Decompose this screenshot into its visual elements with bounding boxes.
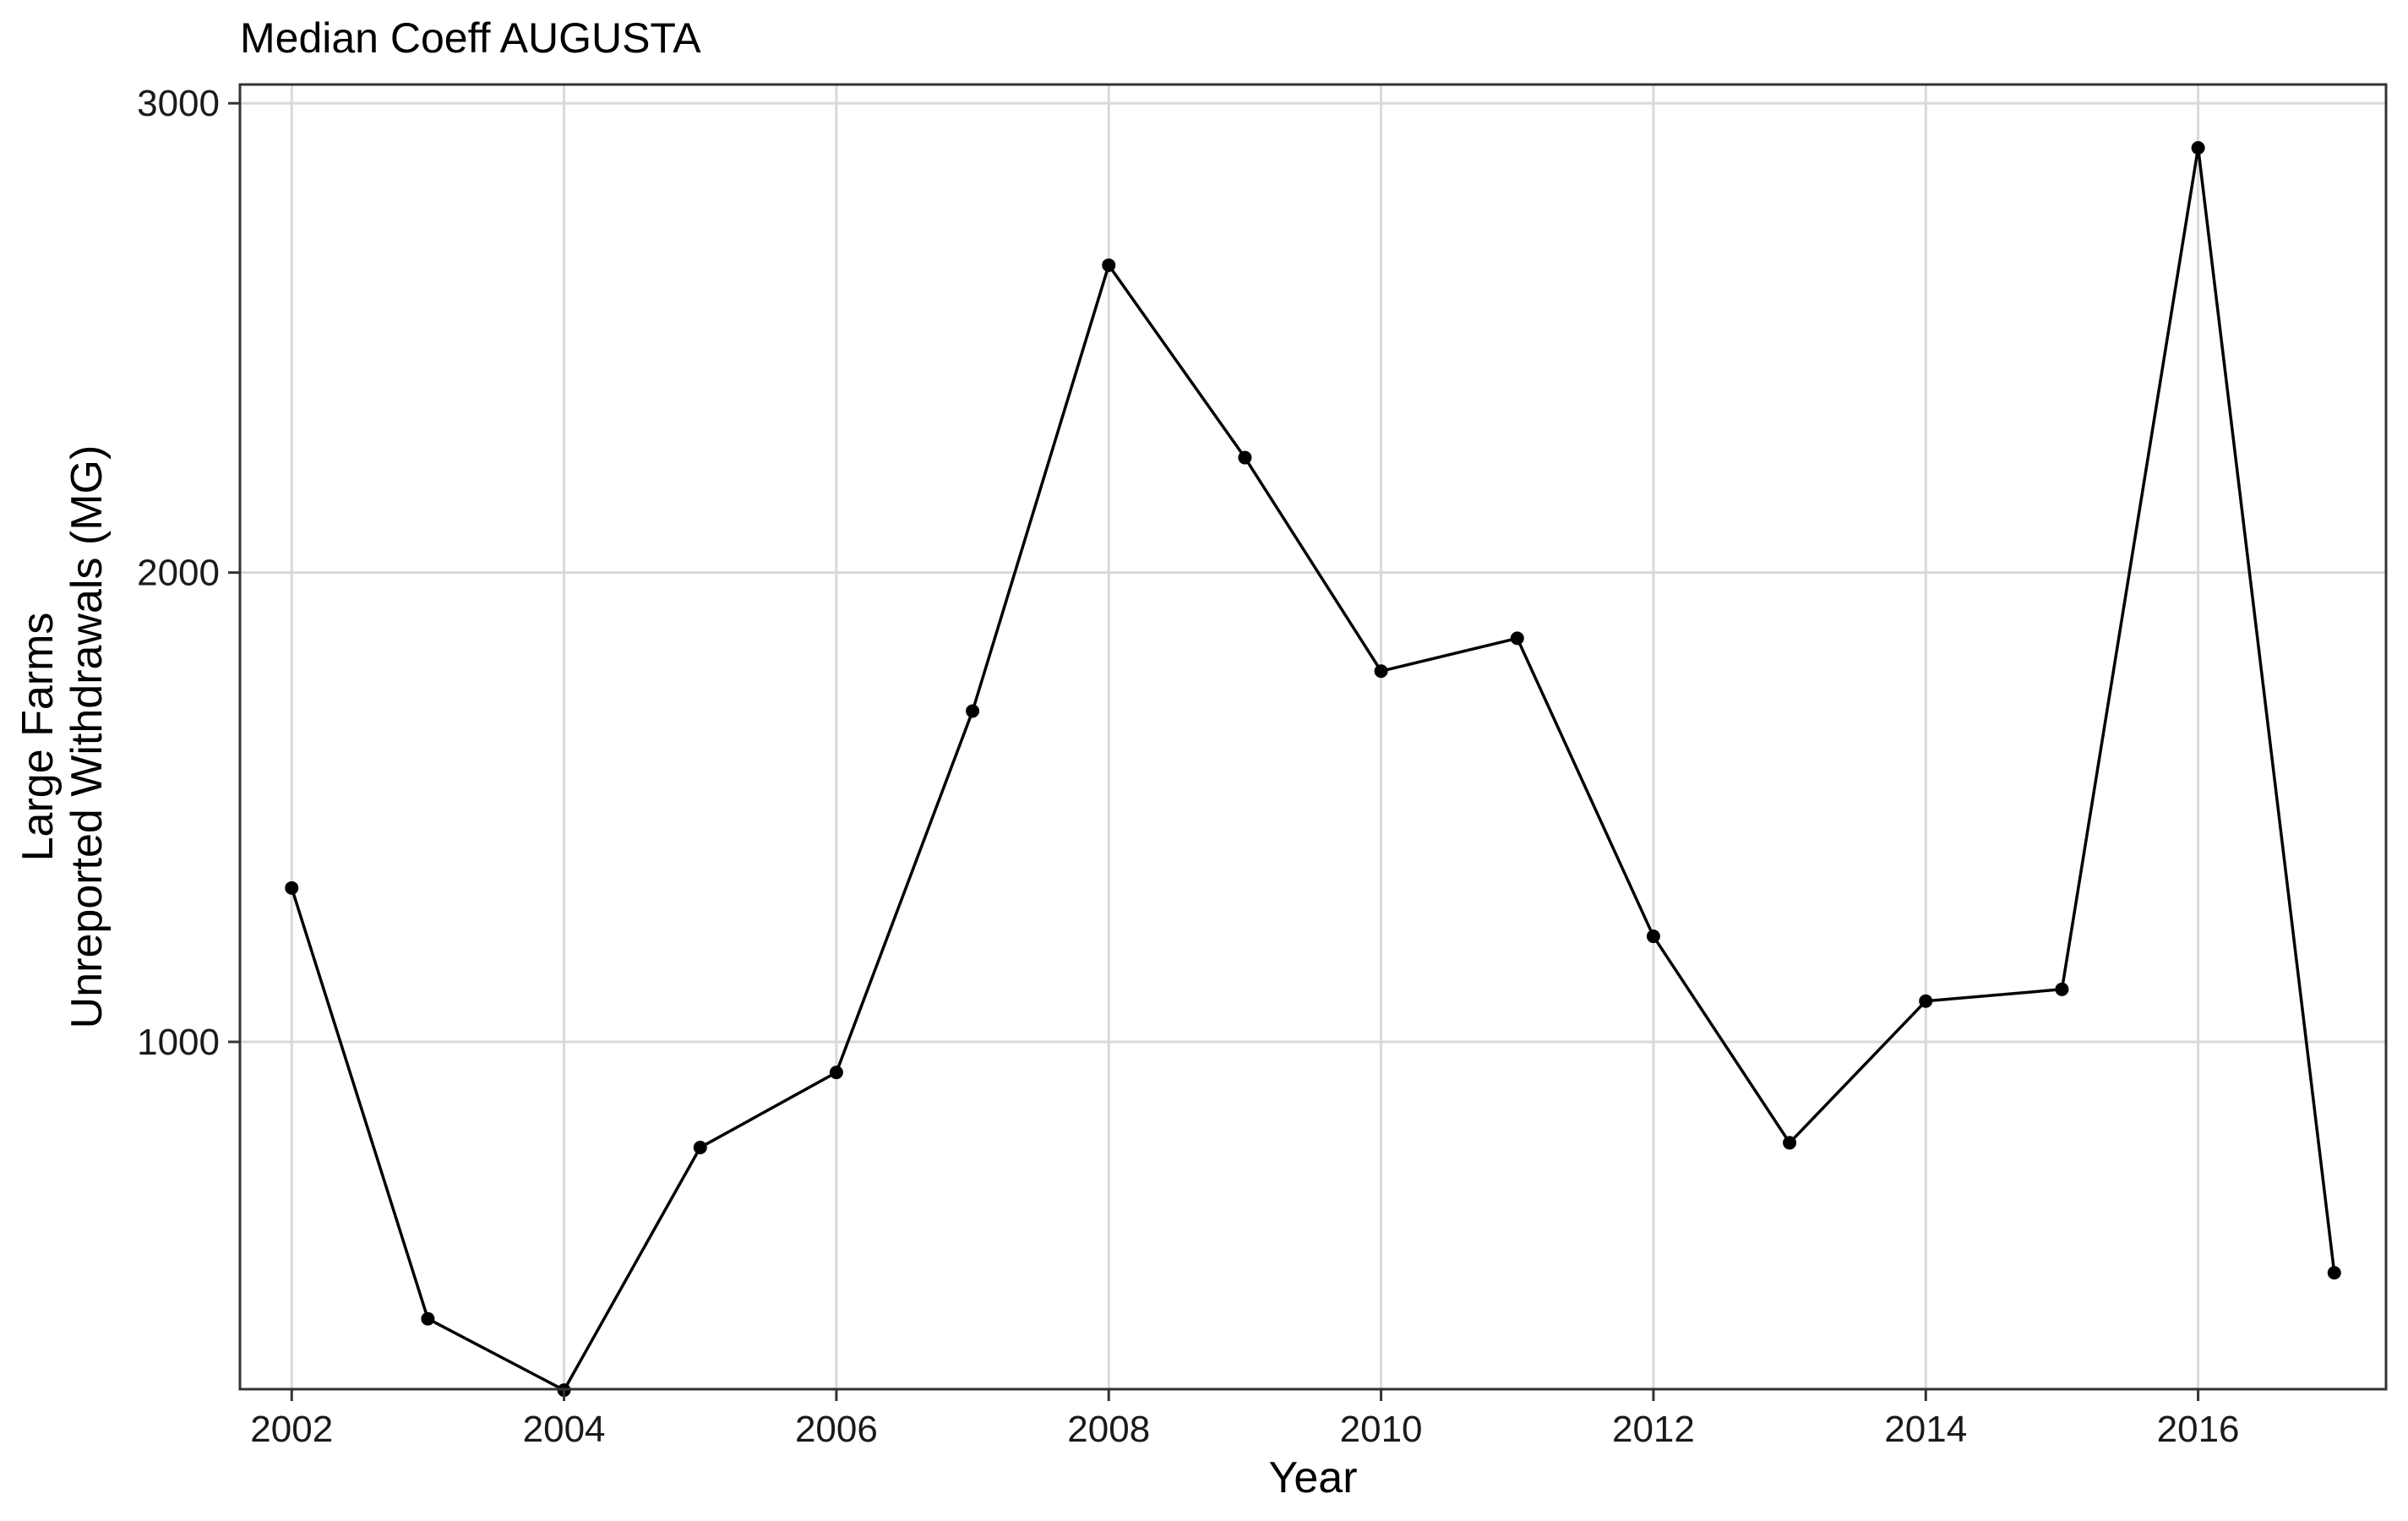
data-point xyxy=(1783,1136,1797,1150)
data-point xyxy=(2191,140,2205,155)
x-tick-label: 2014 xyxy=(1884,1409,1967,1450)
y-axis-title: Large Farms xyxy=(14,613,63,862)
data-point xyxy=(693,1140,707,1154)
data-point xyxy=(2055,982,2069,996)
data-point xyxy=(966,704,980,718)
x-tick-label: 2012 xyxy=(1612,1409,1695,1450)
data-point xyxy=(1646,930,1660,944)
gridlines xyxy=(240,84,2386,1389)
x-tick-label: 2010 xyxy=(1340,1409,1423,1450)
x-tick-label: 2002 xyxy=(250,1409,333,1450)
x-tick-label: 2016 xyxy=(2157,1409,2240,1450)
y-tick-label: 3000 xyxy=(137,83,220,124)
y-axis-title-line2: Unreported Withdrawals (MG) xyxy=(63,445,112,1029)
data-point xyxy=(1919,994,1933,1008)
y-axis: 1000 2000 3000 xyxy=(137,83,240,1063)
x-tick-label: 2008 xyxy=(1067,1409,1150,1450)
y-tick-label: 1000 xyxy=(137,1022,220,1063)
y-axis-title-line2-text: Unreported Withdrawals (MG) xyxy=(63,445,112,1029)
y-axis-title-line1: Large Farms xyxy=(14,613,63,862)
data-series xyxy=(285,140,2341,1398)
x-axis-title: Year xyxy=(1268,1453,1357,1502)
data-point xyxy=(1238,450,1252,465)
data-point xyxy=(1374,664,1388,679)
chart-title: Median Coeff AUGUSTA xyxy=(240,14,701,62)
data-point xyxy=(2327,1266,2341,1280)
plot-panel xyxy=(238,83,2388,1391)
data-point xyxy=(285,880,299,895)
x-tick-label: 2006 xyxy=(795,1409,878,1450)
y-tick-label: 2000 xyxy=(137,553,220,594)
x-tick-label: 2004 xyxy=(523,1409,606,1450)
data-point xyxy=(1510,631,1524,646)
data-point xyxy=(1102,258,1116,272)
series-line xyxy=(290,147,2336,1393)
x-axis: 2002 2004 2006 2008 2010 2012 2014 2016 xyxy=(250,1389,2240,1450)
data-point xyxy=(829,1066,843,1080)
data-point xyxy=(421,1311,435,1326)
